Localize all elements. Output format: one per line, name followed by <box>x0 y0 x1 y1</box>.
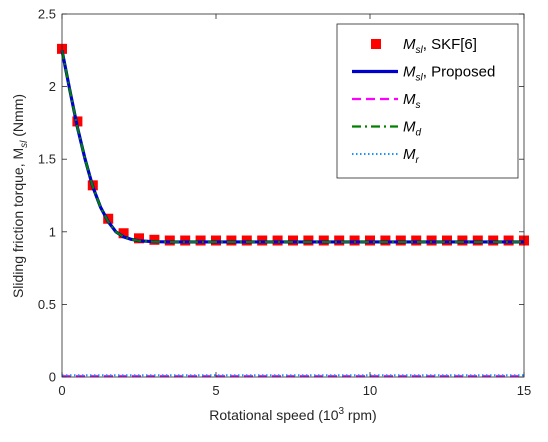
legend-label: Msl, Proposed <box>403 64 495 84</box>
legend-label: Mr <box>403 146 420 166</box>
tick-layer: 0 5 10 15 0 0.5 1 1.5 2 2.5 <box>38 7 531 399</box>
y-tick-label: 2.5 <box>38 7 56 22</box>
legend-item: Md <box>352 119 422 139</box>
y-tick-label: 0.5 <box>38 297 56 312</box>
y-tick-label: 0 <box>49 370 56 385</box>
y-tick-label: 1.5 <box>38 152 56 167</box>
legend-item: Msl, SKF[6] <box>371 36 477 56</box>
series-layer <box>57 43 529 378</box>
y-tick-label: 1 <box>49 224 56 239</box>
skf-data-point <box>118 228 129 239</box>
x-tick-label: 5 <box>212 383 219 398</box>
legend: Msl, SKF[6] Msl, Proposed Ms Md Mr <box>336 23 519 179</box>
x-tick-label: 10 <box>363 383 377 398</box>
legend-item: Ms <box>352 91 421 111</box>
x-tick-label: 0 <box>58 383 65 398</box>
y-tick-label: 2 <box>49 79 56 94</box>
skf-data-point <box>134 233 144 244</box>
legend-item: Msl, Proposed <box>352 64 495 84</box>
legend-label: Msl, SKF[6] <box>403 36 477 56</box>
y-axis-label: Sliding friction torque, Msl (Nmm) <box>10 94 30 298</box>
x-axis-label: Rotational speed (103 rpm) <box>209 406 376 423</box>
legend-marker <box>371 39 381 49</box>
skf-data-point <box>149 234 160 245</box>
legend-label: Md <box>403 119 422 139</box>
plot-frame <box>61 13 525 378</box>
legend-box <box>336 23 519 179</box>
legend-label: Ms <box>403 91 421 111</box>
legend-item: Mr <box>352 146 420 166</box>
legend-items: Msl, SKF[6] Msl, Proposed Ms Md Mr <box>352 36 495 166</box>
x-tick-label: 15 <box>517 383 531 398</box>
series-line-d <box>60 50 524 244</box>
